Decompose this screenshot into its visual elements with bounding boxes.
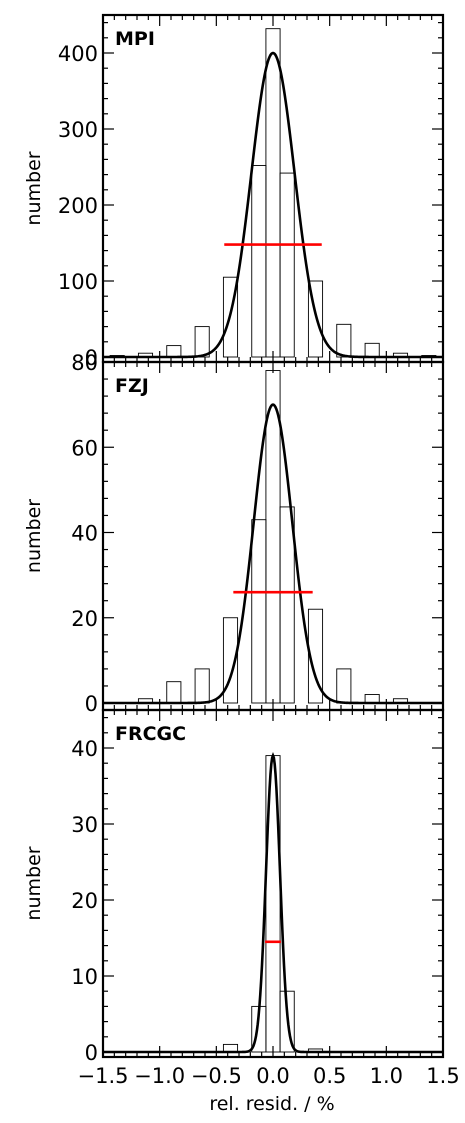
histogram-bar <box>166 681 182 704</box>
panel-label: FZJ <box>115 375 149 397</box>
histogram-bar <box>194 326 210 358</box>
histogram-bar <box>307 608 324 704</box>
panels: 0100200300400MPInumber020406080FZJnumber… <box>23 13 445 1065</box>
x-tick-label: −1.5 <box>78 1064 129 1088</box>
panel-frcgc: 0 10 20 30 40 FRCGC number <box>23 708 445 1065</box>
y-tick-label: 400 <box>58 42 98 66</box>
histogram-bar <box>279 990 295 1053</box>
y-tick-label: 60 <box>71 436 98 460</box>
plot-frame <box>101 360 445 712</box>
panel-label: FRCGC <box>115 723 186 745</box>
y-axis-label: number <box>23 846 45 920</box>
x-tick-label: 0.0 <box>256 1064 289 1088</box>
y-tick-label: 100 <box>58 270 98 294</box>
histogram-bar <box>222 617 239 704</box>
gaussian-fit-curve <box>103 752 443 1054</box>
gaussian-fit-curve <box>103 51 443 359</box>
histogram-bar <box>194 668 210 704</box>
panel-fzj: 0 20 40 60 80 FZJ number <box>23 351 445 716</box>
x-tick-label: 1.5 <box>426 1064 459 1088</box>
plot-frame <box>101 708 445 1059</box>
histogram-bar <box>222 276 239 358</box>
histogram-bar <box>279 172 295 358</box>
histogram-bar <box>307 280 324 358</box>
histogram-bar <box>251 165 267 358</box>
histogram-bar <box>279 506 295 704</box>
histogram-bar <box>336 323 352 358</box>
y-tick-label: 20 <box>71 607 98 631</box>
y-tick-label: 0 <box>85 692 98 716</box>
y-tick-label: 20 <box>71 889 98 913</box>
x-tick-label: 1.0 <box>370 1064 403 1088</box>
y-axis-label: number <box>23 151 45 225</box>
plot-frame <box>101 13 445 364</box>
histogram-bar <box>265 370 281 704</box>
histogram-bar <box>265 28 281 358</box>
y-tick-label: 40 <box>71 522 98 546</box>
panel-label: MPI <box>115 28 155 50</box>
panel-mpi: 0 100 200 300 400 MPI number <box>23 13 445 370</box>
x-axis-label: rel. resid. / % <box>209 1093 334 1115</box>
x-tick-label: 0.5 <box>313 1064 346 1088</box>
histogram-bar <box>166 345 182 358</box>
y-tick-label: 300 <box>58 118 98 142</box>
x-tick-label: −1.0 <box>134 1064 185 1088</box>
y-tick-label: 30 <box>71 813 98 837</box>
histogram-bar <box>336 668 352 704</box>
histogram-bar <box>251 519 267 704</box>
gaussian-fit-curve <box>103 403 443 705</box>
y-tick-label: 200 <box>58 194 98 218</box>
x-tick-label: −0.5 <box>191 1064 242 1088</box>
y-tick-label: 80 <box>71 351 98 375</box>
y-tick-label: 10 <box>71 965 98 989</box>
y-tick-label: 40 <box>71 737 98 761</box>
y-tick-label: 0 <box>85 346 98 370</box>
y-tick-label: 0 <box>85 1041 98 1065</box>
x-tick-labels: −1.5 −1.0 −0.5 0.0 0.5 1.0 1.5 <box>78 1064 460 1088</box>
y-axis-label: number <box>23 499 45 573</box>
histogram-bar <box>364 342 380 358</box>
